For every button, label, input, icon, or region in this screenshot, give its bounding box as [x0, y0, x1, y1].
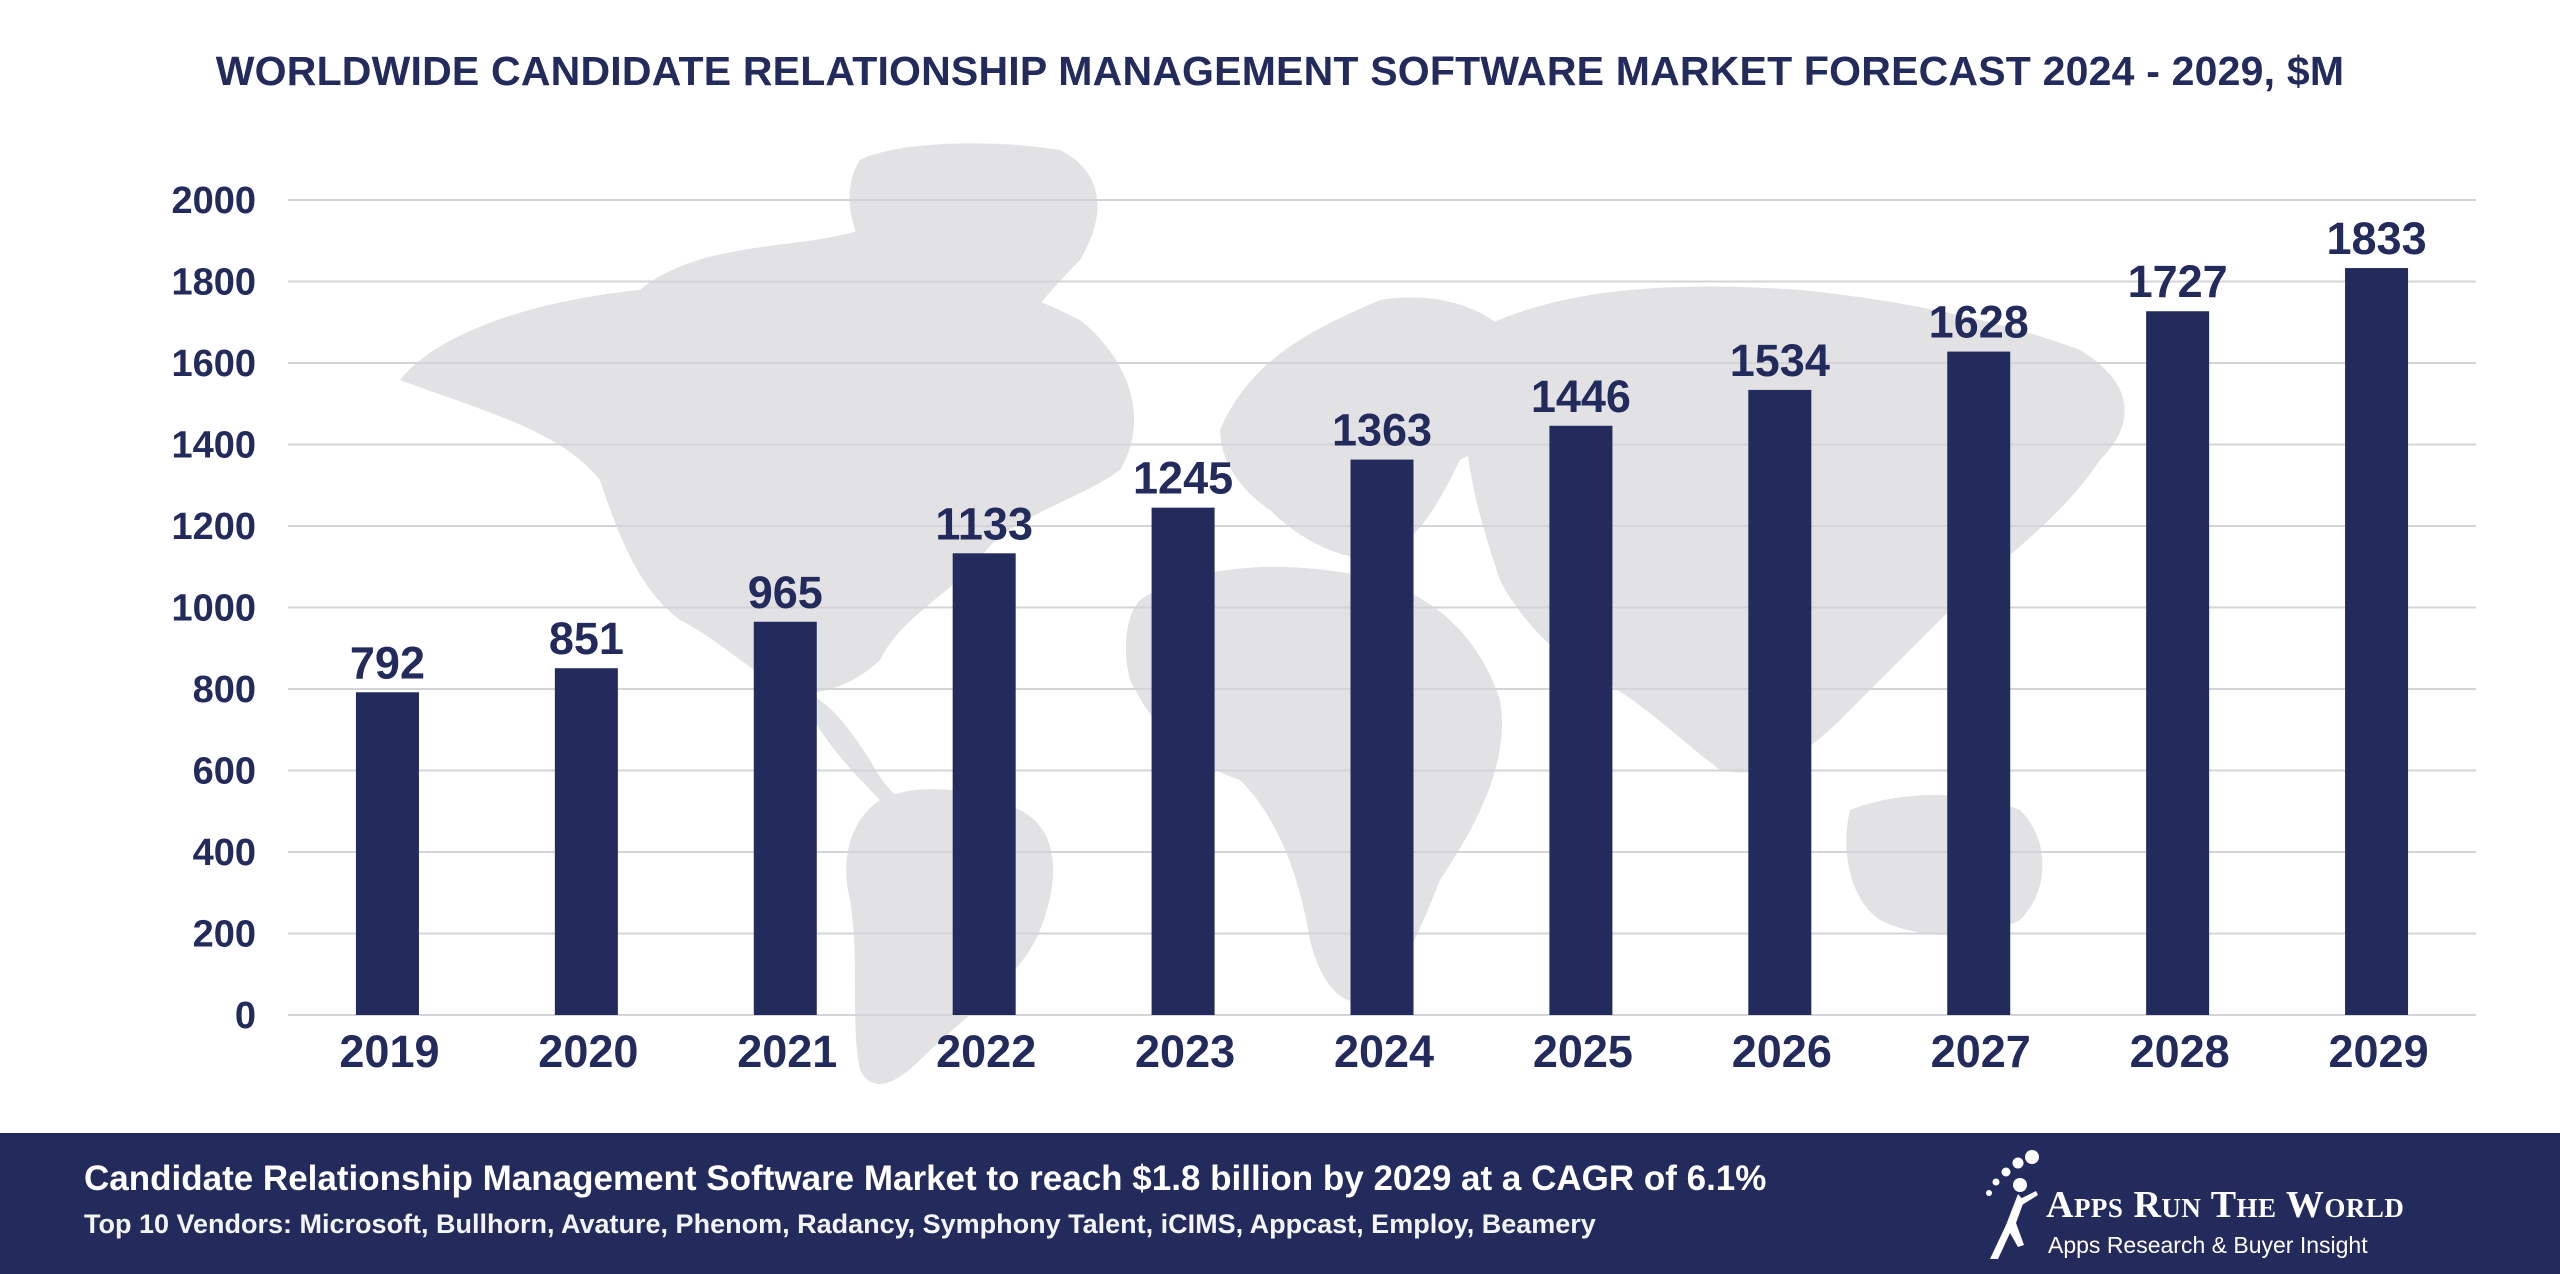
footer-headline: Candidate Relationship Management Softwa…: [84, 1159, 1767, 1198]
x-tick-label-2029: 2029: [2328, 1026, 2428, 1077]
bar-2026: [1748, 389, 1812, 1015]
x-tick-label-2027: 2027: [1931, 1026, 2031, 1077]
greenland-shape: [849, 143, 1098, 408]
x-tick-label-2028: 2028: [2130, 1026, 2230, 1077]
y-tick-label: 800: [193, 669, 256, 711]
y-tick-label: 1800: [171, 262, 256, 304]
bar-2020: [554, 668, 618, 1015]
bar-2025: [1549, 425, 1613, 1015]
data-label-2020: 851: [549, 613, 624, 664]
x-tick-label-2023: 2023: [1135, 1026, 1235, 1077]
world-map-background: [400, 143, 2125, 1084]
brand-logo-icon: [1986, 1150, 2039, 1259]
bar-2029: [2345, 268, 2409, 1015]
y-tick-label: 1400: [171, 425, 256, 467]
data-label-2028: 1727: [2128, 256, 2228, 307]
brand-name: Apps Run The World: [2046, 1184, 2405, 1226]
data-labels: 792 851 965 1133 1245 1363 1446 1534 1628 1727 183…: [350, 213, 2427, 688]
y-tick-label: 1000: [171, 588, 256, 630]
data-label-2027: 1628: [1929, 297, 2029, 348]
bar-2019: [355, 692, 419, 1015]
central-america-shape: [800, 690, 900, 810]
data-label-2024: 1363: [1332, 405, 1432, 456]
x-tick-label-2022: 2022: [936, 1026, 1036, 1077]
x-tick-label-2026: 2026: [1732, 1026, 1832, 1077]
data-label-2029: 1833: [2326, 213, 2426, 264]
bar-2023: [1151, 507, 1215, 1015]
y-tick-label: 2000: [171, 180, 256, 222]
data-label-2026: 1534: [1730, 335, 1830, 386]
footer-vendors: Top 10 Vendors: Microsoft, Bullhorn, Ava…: [84, 1209, 1596, 1239]
bar-2024: [1350, 459, 1414, 1015]
y-tick-label: 1200: [171, 506, 256, 548]
bars: [355, 268, 2409, 1016]
data-label-2022: 1133: [935, 498, 1033, 549]
data-label-2023: 1245: [1133, 453, 1233, 504]
y-tick-label: 0: [235, 995, 256, 1037]
brand-tagline: Apps Research & Buyer Insight: [2048, 1232, 2368, 1258]
australia-shape: [1846, 795, 2043, 935]
bar-chart: 0 200 400 600 800 1000 1200 1400 1600 1800 2000 79…: [171, 143, 2476, 1084]
chart-title: WORLDWIDE CANDIDATE RELATIONSHIP MANAGEM…: [215, 48, 2345, 94]
footer-banner: Candidate Relationship Management Softwa…: [0, 1133, 2560, 1274]
y-tick-label: 1600: [171, 343, 256, 385]
bar-2022: [952, 553, 1016, 1015]
bar-2021: [753, 621, 817, 1015]
y-tick-label: 400: [193, 832, 256, 874]
y-tick-label: 200: [193, 914, 256, 956]
x-tick-label-2025: 2025: [1533, 1026, 1633, 1077]
north-america-shape: [400, 230, 1135, 693]
bar-2027: [1947, 351, 2011, 1016]
data-label-2021: 965: [748, 567, 823, 618]
x-tick-label-2020: 2020: [538, 1026, 638, 1077]
y-tick-label: 600: [193, 751, 256, 793]
y-axis-ticks: 0 200 400 600 800 1000 1200 1400 1600 1800 2000: [171, 180, 256, 1037]
bar-2028: [2146, 311, 2210, 1015]
data-label-2019: 792: [350, 637, 425, 688]
x-axis-ticks: 2019 2020 2021 2022 2023 2024 2025 2026 2027 2028…: [339, 1026, 2428, 1077]
x-tick-label-2021: 2021: [737, 1026, 837, 1077]
x-tick-label-2024: 2024: [1334, 1026, 1434, 1077]
x-tick-label-2019: 2019: [339, 1026, 439, 1077]
data-label-2025: 1446: [1531, 371, 1631, 422]
